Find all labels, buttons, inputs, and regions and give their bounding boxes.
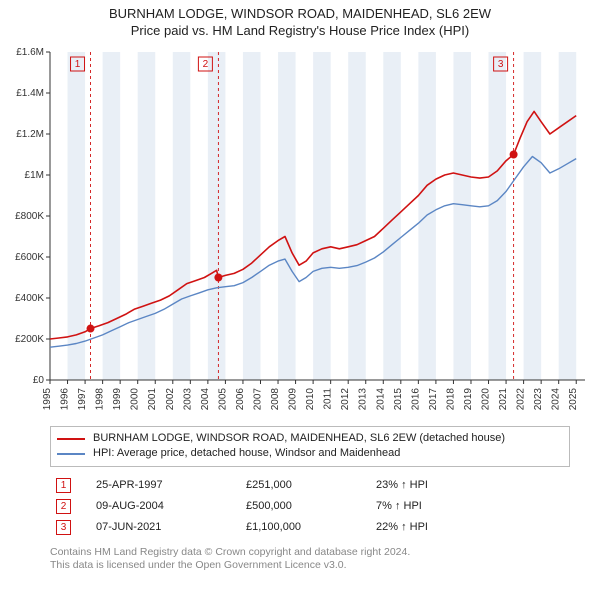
marker-row: 2 09-AUG-2004£500,0007% ↑ HPI — [50, 496, 570, 517]
marker-price: £251,000 — [240, 475, 370, 496]
marker-date: 25-APR-1997 — [90, 475, 240, 496]
svg-text:2012: 2012 — [340, 388, 351, 411]
svg-text:1999: 1999 — [112, 388, 123, 411]
svg-text:2001: 2001 — [147, 388, 158, 411]
svg-text:2009: 2009 — [288, 388, 299, 411]
marker-row: 1 25-APR-1997£251,00023% ↑ HPI — [50, 475, 570, 496]
title-line-1: BURNHAM LODGE, WINDSOR ROAD, MAIDENHEAD,… — [4, 6, 596, 21]
svg-text:2019: 2019 — [463, 388, 474, 411]
marker-date: 09-AUG-2004 — [90, 496, 240, 517]
svg-text:2010: 2010 — [305, 388, 316, 411]
legend-swatch — [57, 453, 85, 455]
svg-text:£800K: £800K — [15, 211, 44, 222]
svg-text:3: 3 — [498, 59, 504, 70]
svg-text:2004: 2004 — [200, 388, 211, 411]
svg-text:2025: 2025 — [568, 388, 579, 411]
marker-row: 3 07-JUN-2021£1,100,00022% ↑ HPI — [50, 517, 570, 538]
svg-text:2024: 2024 — [551, 388, 562, 411]
svg-text:£200K: £200K — [15, 334, 44, 345]
svg-text:£400K: £400K — [15, 293, 44, 304]
marker-delta: 23% ↑ HPI — [370, 475, 570, 496]
titles: BURNHAM LODGE, WINDSOR ROAD, MAIDENHEAD,… — [0, 0, 600, 40]
svg-text:£1.6M: £1.6M — [16, 47, 44, 58]
marker-delta: 7% ↑ HPI — [370, 496, 570, 517]
svg-text:2005: 2005 — [217, 388, 228, 411]
chart-container: BURNHAM LODGE, WINDSOR ROAD, MAIDENHEAD,… — [0, 0, 600, 590]
legend-label: BURNHAM LODGE, WINDSOR ROAD, MAIDENHEAD,… — [93, 431, 505, 446]
footnote-line: This data is licensed under the Open Gov… — [50, 559, 570, 573]
legend: BURNHAM LODGE, WINDSOR ROAD, MAIDENHEAD,… — [50, 426, 570, 467]
marker-price: £500,000 — [240, 496, 370, 517]
svg-text:2016: 2016 — [410, 388, 421, 411]
svg-text:£600K: £600K — [15, 252, 44, 263]
svg-text:2000: 2000 — [130, 388, 141, 411]
marker-delta: 22% ↑ HPI — [370, 517, 570, 538]
svg-text:£0: £0 — [33, 375, 45, 386]
svg-text:1998: 1998 — [95, 388, 106, 411]
title-line-2: Price paid vs. HM Land Registry's House … — [4, 23, 596, 38]
svg-text:2013: 2013 — [358, 388, 369, 411]
sale-markers-table: 1 25-APR-1997£251,00023% ↑ HPI 2 09-AUG-200… — [50, 475, 570, 538]
chart-area: £0 £200K £400K £600K £800K £1M £1.2M £1.4M £1.6M… — [0, 40, 600, 420]
svg-text:2011: 2011 — [323, 388, 334, 410]
svg-text:2008: 2008 — [270, 388, 281, 411]
svg-text:1995: 1995 — [42, 388, 53, 411]
line-chart-svg: £0 £200K £400K £600K £800K £1M £1.2M £1.4M £1.6M… — [0, 40, 600, 420]
svg-text:1996: 1996 — [60, 388, 71, 411]
footnote: Contains HM Land Registry data © Crown c… — [50, 546, 570, 573]
svg-text:1: 1 — [75, 59, 81, 70]
svg-text:2002: 2002 — [165, 388, 176, 411]
svg-text:£1.4M: £1.4M — [16, 88, 44, 99]
legend-swatch — [57, 438, 85, 440]
svg-text:2003: 2003 — [182, 388, 193, 411]
marker-badge: 3 — [56, 520, 71, 535]
legend-item: HPI: Average price, detached house, Wind… — [57, 446, 563, 461]
legend-item: BURNHAM LODGE, WINDSOR ROAD, MAIDENHEAD,… — [57, 431, 563, 446]
marker-badge: 1 — [56, 478, 71, 493]
svg-text:2021: 2021 — [498, 388, 509, 411]
marker-price: £1,100,000 — [240, 517, 370, 538]
svg-text:2020: 2020 — [481, 388, 492, 411]
svg-text:2023: 2023 — [533, 388, 544, 411]
svg-text:2018: 2018 — [445, 388, 456, 411]
svg-text:2022: 2022 — [516, 388, 527, 411]
svg-text:2017: 2017 — [428, 388, 439, 411]
svg-text:2007: 2007 — [252, 388, 263, 411]
svg-text:1997: 1997 — [77, 388, 88, 411]
svg-text:2015: 2015 — [393, 388, 404, 411]
svg-text:£1M: £1M — [25, 170, 44, 181]
svg-text:2: 2 — [203, 59, 209, 70]
svg-text:2006: 2006 — [235, 388, 246, 411]
legend-label: HPI: Average price, detached house, Wind… — [93, 446, 400, 461]
marker-badge: 2 — [56, 499, 71, 514]
svg-text:2014: 2014 — [375, 388, 386, 411]
footnote-line: Contains HM Land Registry data © Crown c… — [50, 546, 570, 560]
marker-date: 07-JUN-2021 — [90, 517, 240, 538]
svg-text:£1.2M: £1.2M — [16, 129, 44, 140]
